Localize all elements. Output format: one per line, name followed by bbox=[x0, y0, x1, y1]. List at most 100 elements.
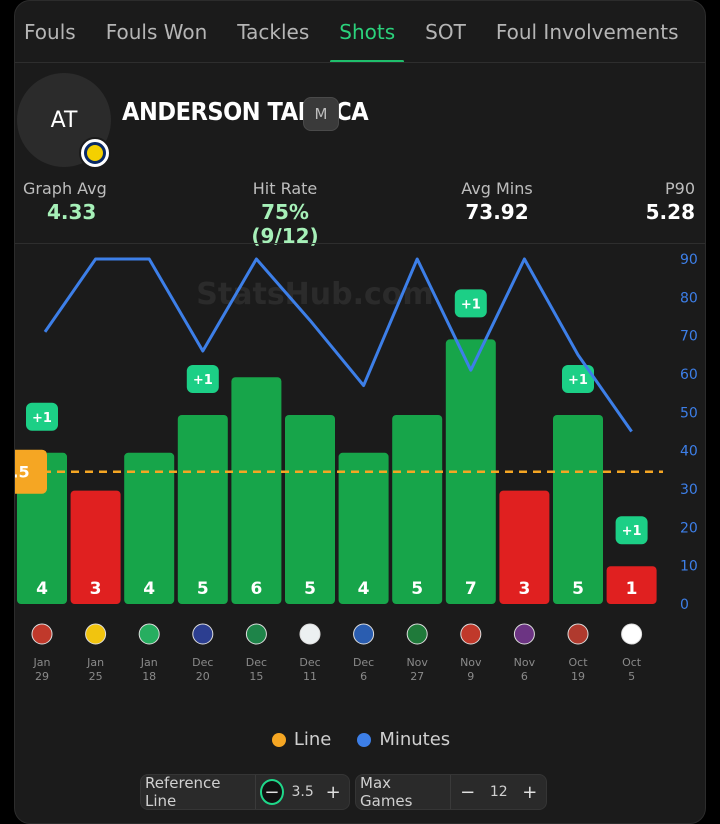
max-games-control: Max Games − 12 + bbox=[355, 774, 547, 810]
tab-foul-involvements[interactable]: Foul Involvements bbox=[495, 19, 679, 44]
team-logo-icon bbox=[85, 623, 107, 645]
bar bbox=[231, 377, 282, 604]
team-logo-icon bbox=[245, 623, 267, 645]
minutes-axis-tick: 0 bbox=[680, 597, 689, 613]
bar-value-label: 4 bbox=[143, 579, 155, 599]
plus-badge bbox=[26, 402, 58, 431]
stat-graph-avg-label: Graph Avg bbox=[23, 179, 107, 198]
tab-sot[interactable]: SOT bbox=[425, 19, 466, 44]
reference-line-label: Reference Line bbox=[141, 774, 256, 810]
date-day: 9 bbox=[467, 670, 474, 683]
stat-hit-rate-value: 75% (9/12) bbox=[251, 200, 319, 248]
tab-tackles[interactable]: Tackles bbox=[237, 19, 310, 44]
bar-value-label: 5 bbox=[304, 579, 316, 599]
date-day: 11 bbox=[303, 670, 317, 683]
plus-badge-label: +1 bbox=[461, 297, 481, 312]
date-day: 29 bbox=[35, 670, 49, 683]
max-games-minus-button[interactable]: − bbox=[460, 781, 476, 803]
date-day: 19 bbox=[571, 670, 585, 683]
bar bbox=[392, 415, 443, 604]
tab-fouls[interactable]: Fouls bbox=[24, 19, 76, 44]
minutes-axis-tick: 70 bbox=[680, 329, 698, 345]
date-month: Dec bbox=[192, 656, 213, 669]
minutes-axis-tick: 50 bbox=[680, 405, 698, 421]
stat-p90: P90 5.28 bbox=[646, 179, 695, 224]
bar-value-label: 5 bbox=[411, 579, 423, 599]
legend-line-label: Line bbox=[293, 729, 332, 750]
date-month: Dec bbox=[299, 656, 320, 669]
minutes-axis-tick: 90 bbox=[680, 252, 698, 268]
legend-line[interactable]: Line bbox=[271, 729, 332, 750]
divider bbox=[15, 243, 705, 244]
team-logo-icon bbox=[513, 623, 535, 645]
reference-line-control: Reference Line − 3.5 + bbox=[140, 774, 350, 810]
bar-value-label: 3 bbox=[518, 579, 530, 599]
bar bbox=[124, 452, 175, 604]
minutes-axis-tick: 40 bbox=[680, 444, 698, 460]
date-day: 25 bbox=[89, 670, 103, 683]
date-day: 27 bbox=[410, 670, 424, 683]
stat-p90-label: P90 bbox=[664, 179, 695, 198]
plus-badge bbox=[562, 365, 594, 393]
bar bbox=[285, 415, 335, 604]
team-logo-icon bbox=[353, 623, 375, 645]
line-dot-icon bbox=[271, 732, 286, 747]
date-day: 15 bbox=[249, 670, 263, 683]
minutes-axis-tick: 80 bbox=[680, 290, 698, 306]
stat-p90-value: 5.28 bbox=[645, 200, 695, 224]
bar bbox=[70, 490, 121, 604]
date-month: Dec bbox=[353, 656, 374, 669]
team-crest-icon bbox=[79, 137, 111, 169]
bar-value-label: 4 bbox=[358, 579, 370, 599]
reference-line-plus-button[interactable]: + bbox=[325, 781, 341, 803]
date-day: 6 bbox=[360, 670, 367, 683]
tab-more[interactable]: C bbox=[694, 1, 706, 62]
shots-chart: StatsHub.com90807060504030201004+1Jan293… bbox=[15, 252, 698, 683]
team-logo-icon bbox=[192, 623, 214, 645]
minutes-axis-tick: 30 bbox=[680, 482, 698, 498]
team-logo-icon bbox=[460, 623, 482, 645]
minutes-axis-tick: 60 bbox=[680, 367, 698, 383]
bar-value-label: 5 bbox=[572, 579, 584, 599]
max-games-label: Max Games bbox=[356, 774, 452, 810]
stat-graph-avg: Graph Avg 4.33 bbox=[23, 179, 107, 224]
stat-avg-mins-label: Avg Mins bbox=[461, 179, 533, 198]
minutes-axis-tick: 10 bbox=[680, 559, 698, 575]
team-logo-icon bbox=[567, 623, 589, 645]
bar bbox=[177, 415, 228, 604]
bar-value-label: 7 bbox=[465, 579, 477, 599]
stat-tabs: Fouls Fouls Won Tackles Shots SOT Foul I… bbox=[15, 1, 706, 63]
max-games-plus-button[interactable]: + bbox=[522, 781, 538, 803]
stat-avg-mins: Avg Mins 73.92 bbox=[447, 179, 547, 224]
date-day: 20 bbox=[196, 670, 210, 683]
stat-hit-rate-label: Hit Rate bbox=[252, 179, 318, 198]
stat-avg-mins-value: 73.92 bbox=[465, 200, 529, 224]
tab-fouls-won[interactable]: Fouls Won bbox=[105, 19, 208, 44]
stats-panel: Fouls Fouls Won Tackles Shots SOT Foul I… bbox=[14, 0, 706, 824]
date-month: Nov bbox=[406, 656, 428, 669]
minutes-axis-tick: 20 bbox=[680, 520, 698, 536]
team-logo-icon bbox=[406, 623, 428, 645]
date-month: Jan bbox=[86, 656, 104, 669]
team-logo-icon bbox=[138, 623, 160, 645]
date-month: Jan bbox=[140, 656, 158, 669]
date-month: Oct bbox=[622, 656, 642, 669]
legend-minutes-label: Minutes bbox=[379, 729, 451, 750]
bar bbox=[499, 490, 550, 604]
bar-value-label: 4 bbox=[36, 579, 48, 599]
date-month: Nov bbox=[514, 656, 536, 669]
position-badge: M bbox=[303, 97, 339, 131]
date-month: Jan bbox=[33, 656, 51, 669]
reference-line-minus-button[interactable]: − bbox=[259, 779, 285, 805]
bar bbox=[553, 415, 603, 604]
tab-shots[interactable]: Shots bbox=[324, 1, 410, 62]
team-logo-icon bbox=[31, 623, 53, 645]
team-logo-icon bbox=[621, 623, 643, 645]
reference-line-marker bbox=[15, 449, 47, 494]
plus-badge-label: +1 bbox=[622, 524, 642, 539]
bar-value-label: 1 bbox=[626, 579, 638, 599]
player-avatar: AT bbox=[17, 73, 111, 167]
legend-minutes[interactable]: Minutes bbox=[357, 729, 450, 750]
date-day: 6 bbox=[521, 670, 528, 683]
plus-badge-label: +1 bbox=[568, 373, 588, 388]
